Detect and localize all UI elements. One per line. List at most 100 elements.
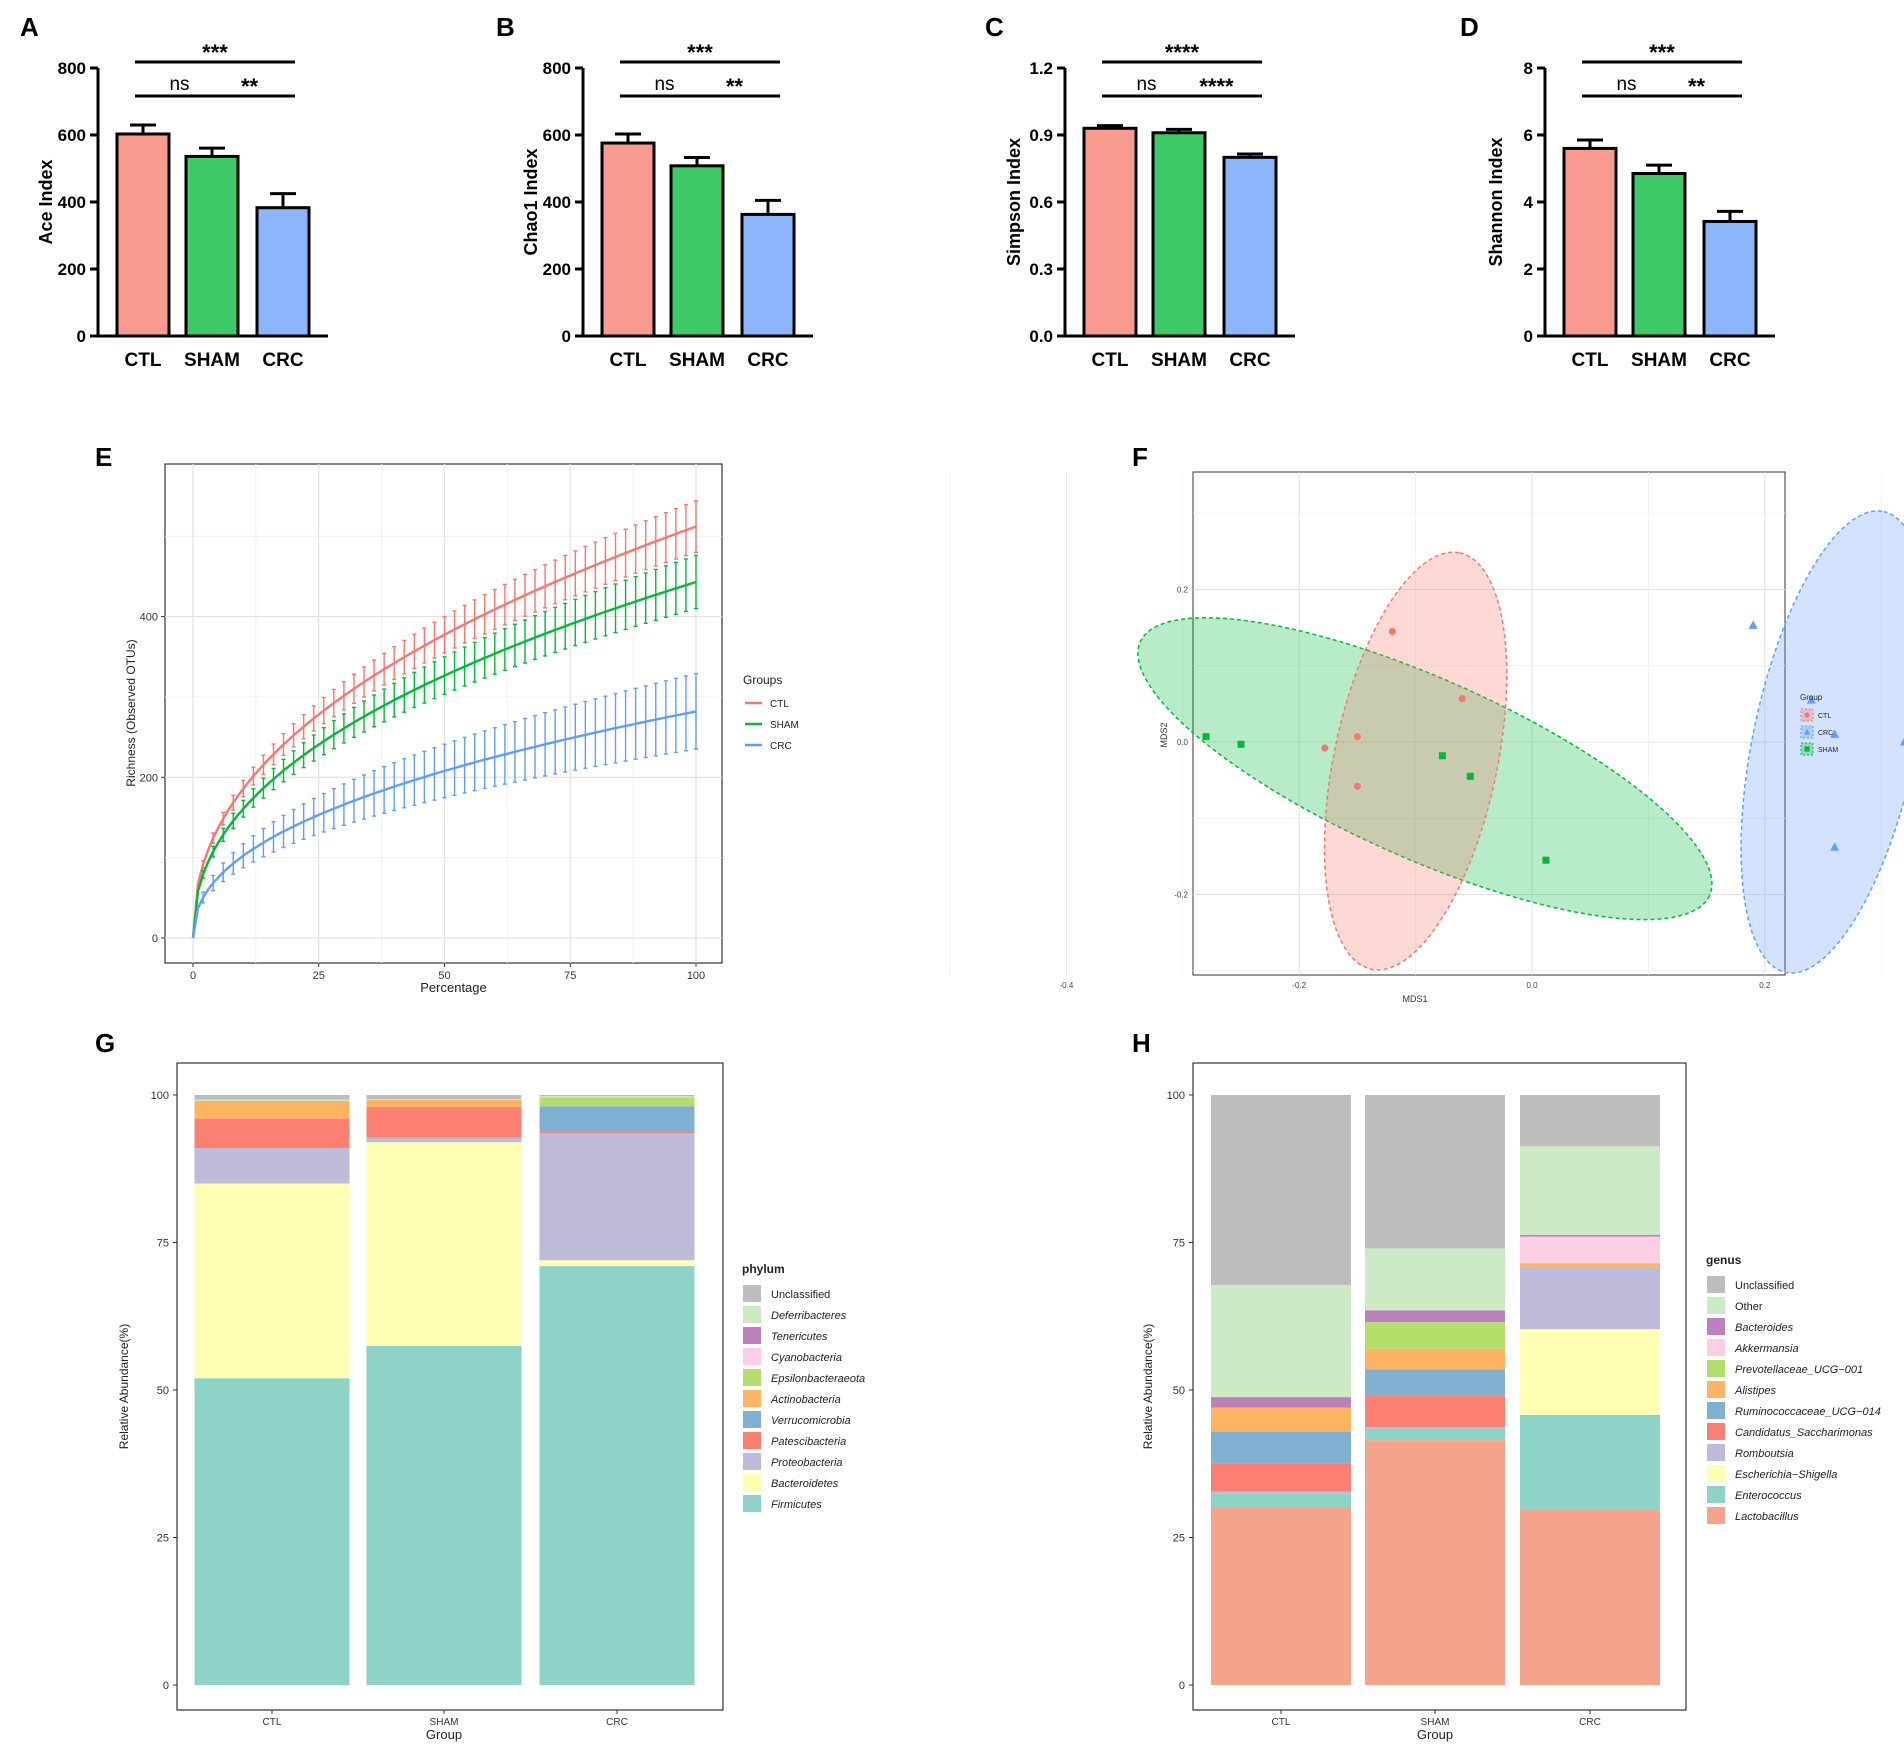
legend-label: Candidatus_Saccharimonas (1735, 1427, 1873, 1439)
y-tick-label: 200 (140, 772, 158, 784)
legend-key (1707, 1381, 1725, 1398)
x-axis-title: Group (426, 1727, 462, 1742)
y-tick-label: 600 (543, 126, 571, 145)
legend-label: Actinobacteria (770, 1394, 841, 1406)
x-tick-label: 100 (687, 970, 705, 982)
bar-ctl (1562, 146, 1618, 338)
y-tick-label: 100 (1167, 1090, 1185, 1102)
bar-ctl (115, 132, 171, 338)
y-tick-label: 75 (157, 1238, 169, 1250)
significance-label: *** (687, 40, 713, 65)
x-axis-title: Percentage (420, 980, 487, 995)
bar-segment (1365, 1395, 1505, 1428)
x-tick-label: 0.0 (1526, 981, 1538, 990)
legend-label: Escherichia−Shigella (1735, 1469, 1837, 1481)
legend-label: Alistipes (1734, 1385, 1776, 1397)
legend-marker (1804, 712, 1810, 718)
legend-label: SHAM (1818, 747, 1838, 754)
points-sham (1202, 733, 1550, 864)
bar-segment (1211, 1493, 1351, 1508)
y-tick-label: 200 (543, 260, 571, 279)
x-tick-label: CRC (747, 350, 788, 371)
y-tick-label: 0.0 (1029, 327, 1053, 346)
y-tick-label: 1.2 (1029, 59, 1053, 78)
legend-key (1707, 1339, 1725, 1356)
legend-key (1707, 1465, 1725, 1482)
panel-label: H (1132, 1028, 1151, 1058)
bar-segment (194, 1099, 350, 1101)
y-tick-label: 0 (1179, 1680, 1185, 1692)
bar-segment (194, 1148, 350, 1184)
x-tick-label: CTL (263, 1717, 282, 1728)
x-tick-label: 50 (438, 970, 450, 982)
bar-segment (1365, 1427, 1505, 1429)
bar-segment (366, 1099, 522, 1107)
x-tick-label: SHAM (184, 350, 240, 371)
y-tick-label: 0.3 (1029, 260, 1053, 279)
x-tick-label: CTL (610, 350, 647, 371)
legend-label: SHAM (770, 720, 799, 731)
significance-label: ** (1688, 74, 1706, 99)
legend-key (743, 1327, 761, 1344)
y-tick-label: 600 (58, 126, 86, 145)
y-tick-label: 0.2 (1177, 586, 1189, 595)
legend-label: Patescibacteria (771, 1436, 846, 1448)
x-tick-label: CTL (1572, 350, 1609, 371)
plot-panel (164, 463, 723, 964)
legend-key (743, 1285, 761, 1302)
y-tick-label: 50 (157, 1385, 169, 1397)
bar-stack-sham (1365, 1095, 1505, 1685)
legend-label: Lactobacillus (1735, 1511, 1799, 1523)
panel-label: D (1460, 12, 1479, 42)
y-tick-label: 100 (151, 1090, 169, 1102)
legend: genus Unclassified Other Bacteroides Akkerma… (1706, 1253, 1881, 1524)
y-axis-title: Ace Index (36, 159, 56, 244)
y-tick-label: 400 (58, 193, 86, 212)
bar-crc (1702, 219, 1758, 338)
legend-label: Romboutsia (1735, 1448, 1794, 1460)
x-tick-label: CRC (1709, 350, 1750, 371)
points-ctl (1321, 627, 1466, 790)
bar-segment (539, 1131, 695, 1134)
plot-panel (1192, 471, 1786, 976)
legend-label: Other (1735, 1301, 1763, 1313)
legend-key (1707, 1507, 1725, 1524)
data-point (1466, 772, 1474, 780)
legend-marker (1804, 746, 1810, 752)
x-axis-title: MDS1 (1402, 994, 1427, 1004)
significance-label: ns (169, 74, 189, 95)
bar-segment (1520, 1234, 1660, 1237)
y-axis-title: Richness (Observed OTUs) (124, 639, 138, 786)
y-tick-label: 0 (152, 933, 158, 945)
panel-a: A 0 200 400 600 800 Ace Index CTL SHAM CRC *** ns ** (20, 12, 328, 371)
points-crc (1748, 620, 1904, 851)
y-axis-title: Chao1 Index (521, 148, 541, 255)
x-tick-label: CRC (262, 350, 303, 371)
data-point (1237, 740, 1245, 748)
legend-key (1707, 1423, 1725, 1440)
bar-sham (184, 154, 240, 338)
series-sham (191, 554, 698, 939)
data-point (1438, 752, 1446, 760)
bar-segment (194, 1100, 350, 1119)
x-tick-label: SHAM (1151, 350, 1207, 371)
bar-segment (194, 1378, 350, 1685)
bar-segment (1520, 1236, 1660, 1264)
y-axis-title: Relative Abundance(%) (117, 1324, 131, 1449)
bar-segment (1365, 1248, 1505, 1311)
bar-stack-ctl (1211, 1095, 1351, 1685)
ellipse-ctl (1323, 551, 1508, 971)
bar-segment (366, 1095, 522, 1100)
bar-segment (366, 1099, 522, 1100)
legend-key (1707, 1444, 1725, 1461)
bar-segment (366, 1345, 522, 1685)
bar-segment (1365, 1428, 1505, 1441)
bar-segment (1211, 1463, 1351, 1492)
ellipse-sham (1137, 617, 1713, 921)
bar-segment (1520, 1146, 1660, 1235)
legend-key (743, 1369, 761, 1386)
x-tick-label: CRC (606, 1717, 628, 1728)
panel-label: F (1132, 442, 1148, 472)
legend-key (743, 1348, 761, 1365)
